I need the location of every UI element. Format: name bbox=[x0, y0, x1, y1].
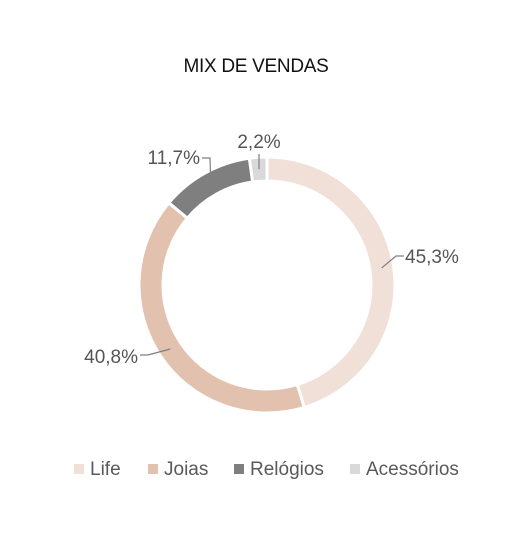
chart-title: MIX DE VENDAS bbox=[184, 56, 329, 77]
legend-swatch-relogios bbox=[234, 464, 244, 474]
data-label-relogios: 11,7% bbox=[148, 148, 201, 169]
data-label-life: 45,3% bbox=[405, 247, 459, 268]
pie-slice-joias bbox=[137, 200, 307, 415]
legend: Life Joias Relógios Acessórios bbox=[74, 459, 459, 480]
legend-label-acessorios: Acessórios bbox=[366, 459, 459, 480]
legend-label-relogios: Relógios bbox=[250, 459, 324, 480]
leader-line-relogios bbox=[202, 157, 212, 184]
pie-slice-acessorios bbox=[247, 155, 269, 184]
data-label-acessorios: 2,2% bbox=[237, 132, 280, 153]
legend-swatch-life bbox=[74, 464, 84, 474]
legend-swatch-acessorios bbox=[350, 464, 360, 474]
legend-label-joias: Joias bbox=[164, 459, 208, 480]
leader-lines bbox=[140, 154, 404, 356]
leader-line-life bbox=[381, 255, 404, 269]
data-labels: 45,3% 40,8% 11,7% 2,2% bbox=[84, 132, 459, 368]
legend-label-life: Life bbox=[90, 459, 121, 480]
legend-swatch-joias bbox=[148, 464, 158, 474]
pie-slice-life bbox=[265, 155, 397, 410]
data-label-joias: 40,8% bbox=[84, 347, 138, 368]
pie-slices bbox=[137, 155, 397, 415]
leader-line-joias bbox=[140, 348, 171, 356]
